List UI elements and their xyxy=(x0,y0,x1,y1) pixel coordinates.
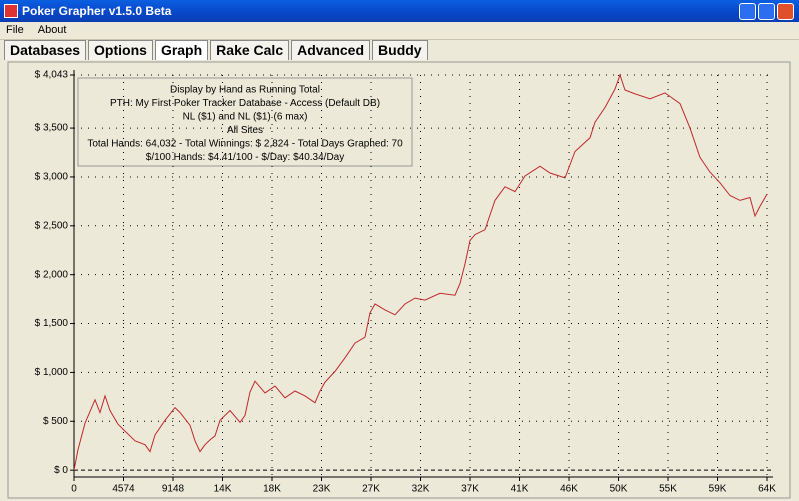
x-tick-label: 55K xyxy=(659,484,677,495)
annotation: Total Hands: 64,032 - Total Winnings: $ … xyxy=(87,139,403,150)
tab-bar: Databases Options Graph Rake Calc Advanced Bu… xyxy=(4,40,430,60)
annotation: NL ($1) and NL ($1) (6 max) xyxy=(183,112,308,123)
menu-item[interactable]: About xyxy=(37,24,67,36)
menu-item[interactable]: File xyxy=(6,24,24,36)
annotation: PTH: My First Poker Tracker Database - A… xyxy=(110,98,380,109)
y-tick-label: $ 1,000 xyxy=(35,367,69,378)
x-tick-label: 9148 xyxy=(162,484,185,495)
x-tick-label: 32K xyxy=(412,484,430,495)
annotation: Display by Hand as Running Total xyxy=(170,85,320,96)
x-tick-label: 27K xyxy=(362,484,380,495)
app-icon xyxy=(4,4,18,18)
tab[interactable]: Rake Calc xyxy=(210,40,290,60)
title-bar: Poker Grapher v1.5.0 Beta xyxy=(0,0,799,22)
info-box xyxy=(77,77,413,167)
y-tick-label: $ 2,000 xyxy=(35,269,69,280)
y-tick-label: $ 3,500 xyxy=(35,123,69,134)
x-tick-label: 0 xyxy=(71,484,77,495)
annotation: $/100 Hands: $4.41/100 - $/Day: $40.34/D… xyxy=(146,152,344,163)
y-tick-label: $ 500 xyxy=(43,416,68,427)
chart: $ 0 $ 500 $ 1,000 $ 1,500 $ 2,000 $ 2,500 $ 3,… xyxy=(7,61,791,499)
x-tick-label: 41K xyxy=(511,484,529,495)
x-tick-label: 37K xyxy=(461,484,479,495)
x-tick-label: 46K xyxy=(560,484,578,495)
annotation: All Sites xyxy=(227,125,263,136)
y-tick-label: $ 1,500 xyxy=(35,318,69,329)
maximize-button[interactable] xyxy=(758,3,775,20)
x-tick-label: 64K xyxy=(758,484,776,495)
tab[interactable]: Options xyxy=(88,40,153,60)
close-button[interactable] xyxy=(777,3,794,20)
y-tick-label: $ 4,043 xyxy=(35,70,69,81)
x-tick-label: 4574 xyxy=(112,484,135,495)
x-tick-label: 50K xyxy=(610,484,628,495)
y-tick-label: $ 3,000 xyxy=(35,172,69,183)
menu-bar: File About xyxy=(0,22,799,40)
tab[interactable]: Databases xyxy=(4,40,87,60)
y-tick-label: $ 0 xyxy=(54,465,68,476)
x-tick-label: 18K xyxy=(263,484,281,495)
x-tick-label: 14K xyxy=(214,484,232,495)
tab[interactable]: Buddy xyxy=(372,40,428,60)
minimize-button[interactable] xyxy=(739,3,756,20)
data-line xyxy=(73,73,768,471)
tab[interactable]: Graph xyxy=(154,40,209,60)
tab[interactable]: Advanced xyxy=(291,40,371,60)
window-title: Poker Grapher v1.5.0 Beta xyxy=(22,4,172,18)
y-tick-label: $ 2,500 xyxy=(35,220,69,231)
x-tick-label: 59K xyxy=(709,484,727,495)
x-tick-label: 23K xyxy=(313,484,331,495)
